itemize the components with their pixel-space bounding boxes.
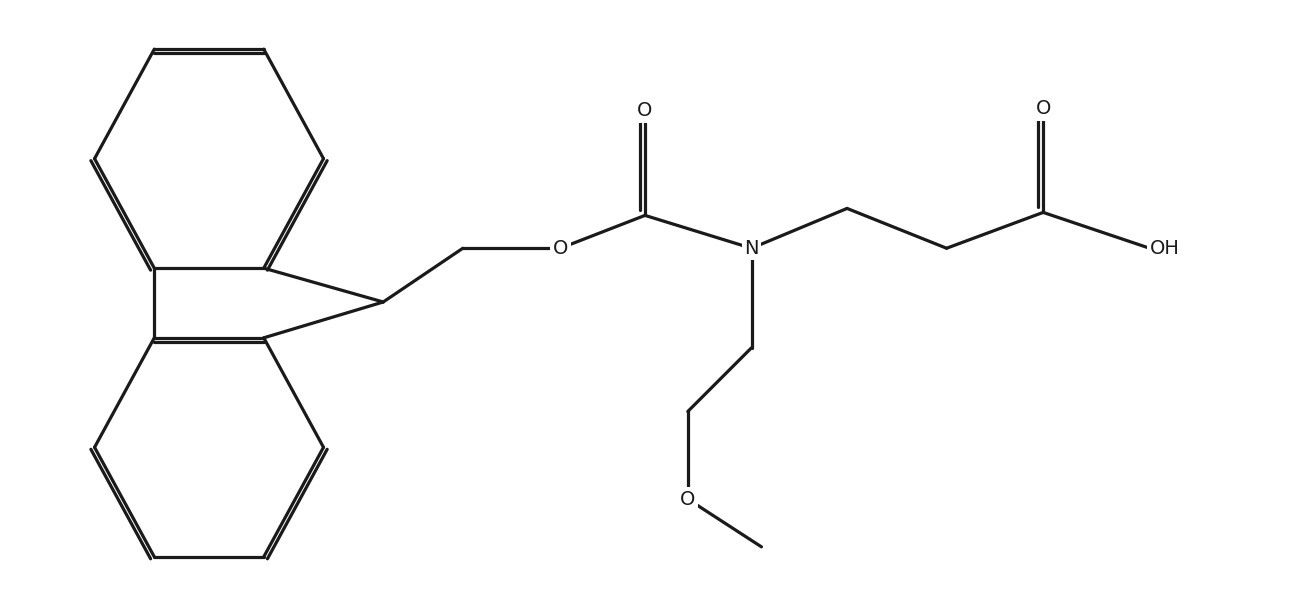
Text: O: O [637, 101, 653, 121]
Text: O: O [552, 239, 568, 258]
Text: O: O [680, 490, 695, 509]
Text: OH: OH [1149, 239, 1179, 258]
Text: O: O [1036, 100, 1051, 118]
Text: N: N [744, 239, 759, 258]
